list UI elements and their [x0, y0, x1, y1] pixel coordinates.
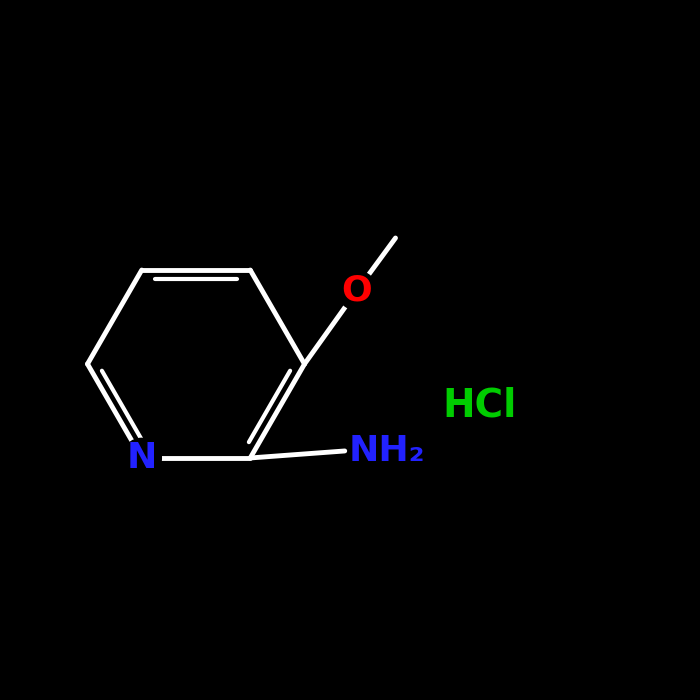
- Circle shape: [337, 271, 377, 310]
- Text: NH₂: NH₂: [349, 434, 425, 468]
- Text: O: O: [342, 274, 372, 307]
- Circle shape: [122, 438, 161, 477]
- Text: HCl: HCl: [443, 386, 517, 424]
- Text: N: N: [127, 441, 157, 475]
